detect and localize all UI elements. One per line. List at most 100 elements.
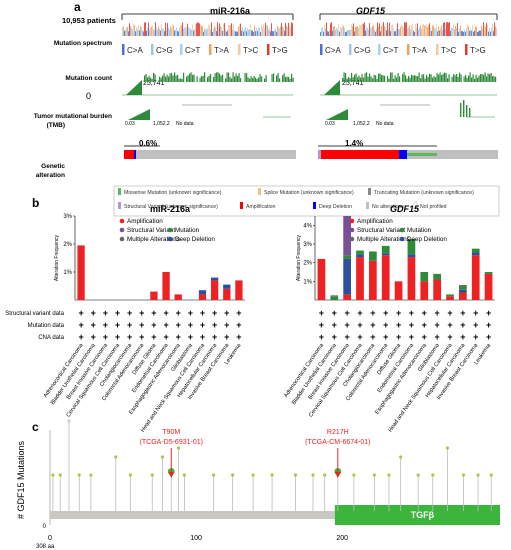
spectrum-strip-bar [465, 31, 466, 36]
count-bar [478, 75, 480, 82]
lollipop-head [251, 473, 255, 477]
spectrum-strip-bar [447, 22, 448, 36]
spectrum-strip-bar [134, 25, 135, 36]
count-scale-triangle [324, 80, 340, 95]
profile-plus-marker: + [319, 320, 324, 330]
count-bar [411, 74, 413, 82]
count-bar [369, 73, 371, 82]
spectrum-strip-bar [163, 28, 164, 36]
bar-segment [235, 280, 243, 300]
spectrum-strip-bar [202, 26, 203, 36]
profile-plus-marker: + [151, 320, 156, 330]
spectrum-strip-bar [272, 31, 273, 36]
spectrum-strip-bar [406, 22, 407, 36]
spectrum-strip-bar [278, 27, 279, 36]
profile-plus-marker: + [236, 320, 241, 330]
count-bar [415, 75, 417, 82]
alteration-legend-swatch [413, 201, 418, 210]
protein-length-label: 308 aa [36, 544, 55, 550]
lollipop-ylabel: # GDF15 Mutations [16, 440, 26, 519]
count-bar [228, 72, 230, 82]
spectrum-strip-bar [258, 27, 259, 36]
profile-plus-marker: + [486, 332, 491, 342]
spectrum-strip-bar [320, 31, 321, 36]
count-bar [150, 77, 152, 82]
spectrum-strip-bar [322, 27, 323, 36]
count-bar [271, 74, 273, 82]
count-bar [231, 78, 233, 82]
bar-segment [223, 288, 231, 300]
count-bar [352, 77, 354, 82]
spectrum-swatch [122, 44, 125, 55]
spectrum-strip-bar [395, 31, 396, 36]
spectrum-strip-bar [153, 29, 154, 36]
spectrum-strip-bar [250, 24, 251, 36]
spectrum-strip-bar [128, 31, 129, 36]
spectrum-strip-bar [150, 27, 151, 36]
spectrum-strip-bar [365, 30, 366, 36]
chart-legend-label: Mutation [175, 227, 200, 234]
lollipop-head [231, 473, 235, 477]
spectrum-strip-bar [467, 24, 468, 36]
row-label-alteration: alteration [35, 172, 65, 179]
profile-plus-marker: + [224, 308, 229, 318]
spectrum-strip-bar [418, 29, 419, 36]
spectrum-strip-bar [459, 28, 460, 36]
spectrum-strip-bar [412, 24, 413, 36]
alteration-legend-label: Truncating Mutation (unknown significanc… [374, 190, 474, 196]
spectrum-strip-bar [200, 24, 201, 36]
count-bar [447, 78, 449, 82]
spectrum-strip-bar [495, 26, 496, 36]
spectrum-strip-bar [161, 24, 162, 36]
spectrum-strip-bar [438, 26, 439, 36]
spectrum-strip-bar [349, 29, 350, 36]
spectrum-strip-bar [436, 24, 437, 36]
profile-plus-marker: + [345, 308, 350, 318]
lollipop-head [387, 473, 391, 477]
count-bar [291, 73, 293, 82]
spectrum-strip-bar [249, 29, 250, 36]
profile-plus-marker: + [460, 332, 465, 342]
profile-plus-marker: + [115, 332, 120, 342]
spectrum-strip-bar [428, 25, 429, 36]
lollipop-head [67, 419, 71, 423]
profile-plus-marker: + [447, 320, 452, 330]
spectrum-strip-bar [268, 29, 269, 36]
profile-plus-marker: + [103, 308, 108, 318]
count-bar [477, 77, 479, 82]
count-bar [196, 76, 198, 82]
spectrum-strip-bar [377, 22, 378, 36]
spectrum-strip-bar [168, 27, 169, 36]
spectrum-strip-bar [239, 23, 240, 36]
spectrum-strip-bar [426, 24, 427, 36]
profile-plus-marker: + [370, 332, 375, 342]
spectrum-strip-bar [190, 29, 191, 36]
spectrum-strip-bar [177, 31, 178, 36]
profile-plus-marker: + [115, 308, 120, 318]
spectrum-strip-bar [179, 27, 180, 36]
spectrum-strip-bar [453, 24, 454, 36]
spectrum-strip-bar [275, 28, 276, 36]
lollipop-y-zero: 0 [43, 524, 47, 530]
spectrum-strip-bar [152, 25, 153, 36]
count-bar [358, 75, 360, 82]
spectrum-strip-bar [444, 22, 445, 36]
spectrum-strip-bar [189, 27, 190, 36]
count-bar [255, 77, 257, 82]
spectrum-strip-bar [371, 27, 372, 36]
spectrum-strip-bar [415, 23, 416, 36]
spectrum-strip-bar [160, 30, 161, 36]
spectrum-strip-bar [440, 27, 441, 36]
spectrum-strip-bar [372, 25, 373, 36]
count-bar [451, 76, 453, 82]
protein-backbone [50, 511, 500, 519]
profile-plus-marker: + [78, 332, 83, 342]
bar-segment [484, 273, 493, 300]
count-bar [256, 78, 258, 82]
profile-plus-marker: + [396, 308, 401, 318]
alteration-legend-swatch [366, 202, 369, 209]
alteration-legend-swatch [313, 202, 316, 209]
count-bar [180, 78, 182, 82]
count-bar [382, 75, 384, 82]
